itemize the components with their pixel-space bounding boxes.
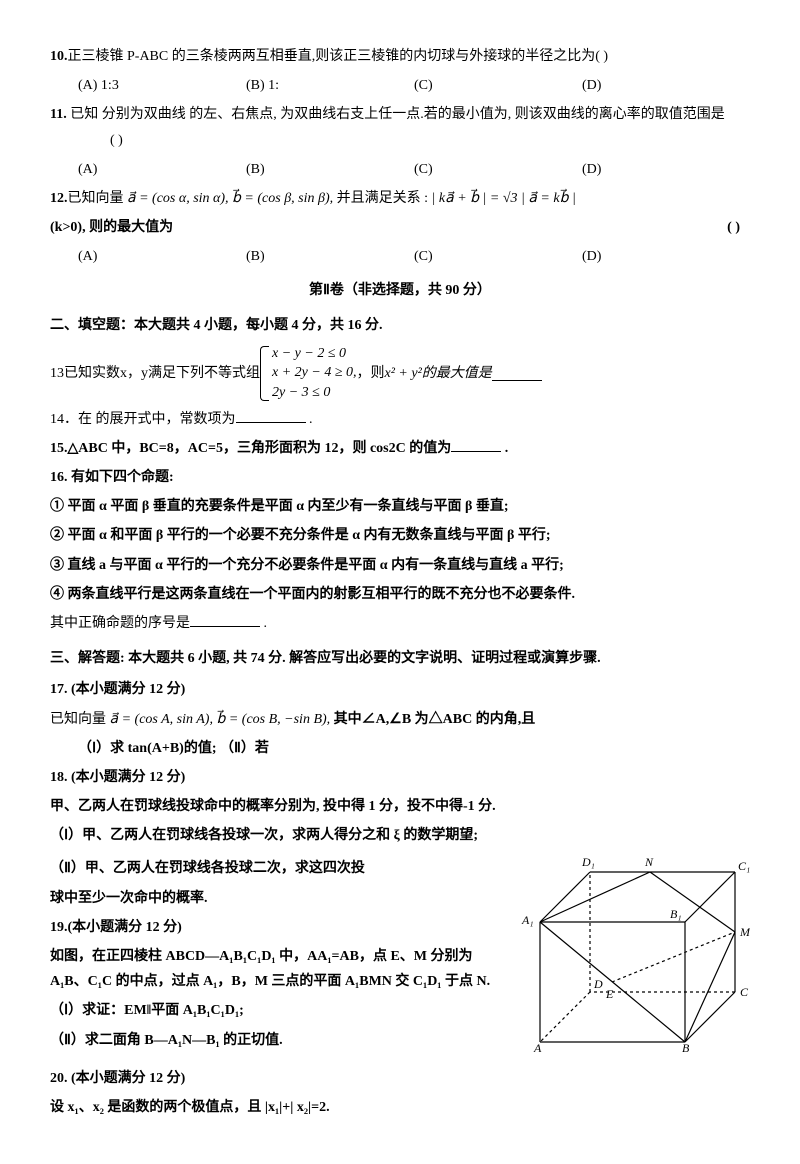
q17-l1: 已知向量 a⃗ = (cos A, sin A), b⃗ = (cos B, −… (50, 707, 750, 732)
q11-b: (B) (246, 157, 414, 182)
q16-l1: ① 平面 α 平面 β 垂直的充要条件是平面 α 内至少有一条直线与平面 β 垂… (50, 494, 750, 519)
q10-num: 10. (50, 49, 68, 64)
q10-c: (C) (414, 73, 582, 98)
q15: 15.△ABC 中，BC=8，AC=5，三角形面积为 12，则 cos2C 的值… (50, 436, 750, 461)
q13-eq2: x + 2y − 4 ≥ 0, (272, 365, 357, 380)
q12-c: (C) (414, 244, 582, 269)
q11-num: 11. (50, 107, 67, 122)
lbl-D: D (593, 977, 603, 991)
q10-b: (B) 1: (246, 73, 414, 98)
q13-post: x² + y²的最大值是 (385, 361, 492, 386)
q12-options: (A) (B) (C) (D) (50, 244, 750, 269)
q18-l3: （Ⅱ）甲、乙两人在罚球线各投球二次，求这四次投 (50, 856, 500, 881)
q14-text: 14．在 的展开式中，常数项为 (50, 412, 236, 427)
q17-l1a: 已知向量 (50, 712, 106, 727)
lbl-A: A (533, 1041, 542, 1052)
lbl-D1: D₁ (581, 855, 595, 869)
lbl-M: M (739, 925, 750, 939)
q16-l4-text: ④ 两条直线平行是这两条直线在一个平面内的射影互相平行的既不充分也不必要条件. (50, 587, 575, 602)
q13-pre: 13已知实数x，y满足下列不等式组 (50, 361, 260, 386)
q16-head: 16. 有如下四个命题: (50, 465, 750, 490)
q17-l1c: 其中∠A,∠B 为△ABC 的内角,且 (334, 712, 536, 727)
q12-l1d: | ka⃗ + b⃗ | = √3 | a⃗ = kb⃗ | (432, 191, 576, 206)
q15-blank (451, 437, 501, 452)
q13-eq1: x − y − 2 ≤ 0 (272, 346, 346, 361)
q18-head: 18. (本小题满分 12 分) (50, 765, 750, 790)
q12-b: (B) (246, 244, 414, 269)
q12-num: 12. (50, 191, 68, 206)
q11-a: (A) (78, 157, 246, 182)
q13-mid: ，则 (357, 361, 385, 386)
q12-line1: 12.已知向量 a⃗ = (cos α, sin α), b⃗ = (cos β… (50, 186, 750, 211)
q20-head: 20. (本小题满分 12 分) (50, 1066, 750, 1091)
q11-options: (A) (B) (C) (D) (50, 157, 750, 182)
q11-paren: ( ) (50, 133, 123, 148)
q13-blank (492, 366, 542, 381)
q14-blank (236, 408, 306, 423)
q19-head: 19.(本小题满分 12 分) (50, 915, 500, 940)
q16-l3: ③ 直线 a 与平面 α 平行的一个充分不必要条件是平面 α 内有一条直线与直线… (50, 553, 750, 578)
q10-d: (D) (582, 73, 750, 98)
q17-l2: （Ⅰ）求 tan(A+B)的值; （Ⅱ）若 (50, 736, 750, 761)
q13-eq3: 2y − 3 ≤ 0 (272, 385, 330, 400)
q12-line2: (k>0), 则的最大值为 ( ) (50, 215, 750, 240)
q20-l1: 设 x₁、x₂ 是函数的两个极值点，且 |x₁|+| x₂|=2. (50, 1095, 750, 1120)
q11: 11. 已知 分别为双曲线 的左、右焦点, 为双曲线右支上任一点.若的最小值为,… (50, 102, 750, 152)
q12-l1c: 并且满足关系 : (337, 191, 428, 206)
lbl-E: E (605, 987, 614, 1001)
q16-l3-text: ③ 直线 a 与平面 α 平行的一个充分不必要条件是平面 α 内有一条直线与直线… (50, 558, 564, 573)
q16-l5: 其中正确命题的序号是 . (50, 611, 750, 636)
q15-text: △ABC 中，BC=8，AC=5，三角形面积为 12，则 cos2C 的值为 (68, 441, 452, 456)
q16-l4: ④ 两条直线平行是这两条直线在一个平面内的射影互相平行的既不充分也不必要条件. (50, 582, 750, 607)
q14-end: . (306, 412, 313, 427)
q11-c: (C) (414, 157, 582, 182)
q13: 13已知实数x，y满足下列不等式组 x − y − 2 ≤ 0 x + 2y −… (50, 344, 750, 403)
q11-text: 已知 分别为双曲线 的左、右焦点, 为双曲线右支上任一点.若的最小值为, 则该双… (67, 107, 725, 122)
q11-d: (D) (582, 157, 750, 182)
q14: 14．在 的展开式中，常数项为 . (50, 407, 750, 432)
q16-blank (190, 612, 260, 627)
ans-title: 三、解答题: 本大题共 6 小题, 共 74 分. 解答应写出必要的文字说明、证… (50, 646, 750, 671)
q12-d: (D) (582, 244, 750, 269)
q10-options: (A) 1:3 (B) 1: (C) (D) (50, 73, 750, 98)
lbl-A1: A₁ (521, 913, 534, 927)
q12-paren: ( ) (727, 215, 750, 240)
q10-a: (A) 1:3 (78, 73, 246, 98)
fill-title: 二、填空题：本大题共 4 小题，每小题 4 分，共 16 分. (50, 313, 750, 338)
lbl-B1: B₁ (670, 907, 682, 921)
q12-l1a: 已知向量 (68, 191, 124, 206)
q17-l1b: a⃗ = (cos A, sin A), b⃗ = (cos B, −sin B… (110, 712, 331, 727)
q18-l4: 球中至少一次命中的概率. (50, 886, 500, 911)
q18-q19-row: （Ⅱ）甲、乙两人在罚球线各投球二次，求这四次投 球中至少一次命中的概率. 19.… (50, 852, 750, 1061)
q19-l2: （Ⅰ）求证：EM‖平面 A₁B₁C₁D₁; (50, 998, 500, 1023)
prism-figure: D₁ N C₁ A₁ B₁ M D C E A B (510, 852, 750, 1061)
q18-l2: （Ⅰ）甲、乙两人在罚球线各投球一次，求两人得分之和 ξ 的数学期望; (50, 823, 750, 848)
q10-text: 正三棱锥 P-ABC 的三条棱两两互相垂直,则该正三棱锥的内切球与外接球的半径之… (68, 49, 609, 64)
lbl-N: N (644, 855, 654, 869)
q12-l2: (k>0), 则的最大值为 (50, 220, 173, 235)
q16-l5-text: 其中正确命题的序号是 (50, 616, 190, 631)
left-col: （Ⅱ）甲、乙两人在罚球线各投球二次，求这四次投 球中至少一次命中的概率. 19.… (50, 852, 500, 1056)
lbl-C: C (740, 985, 749, 999)
q18-l1: 甲、乙两人在罚球线投球命中的概率分别为, 投中得 1 分，投不中得-1 分. (50, 794, 750, 819)
q12-l1b: a⃗ = (cos α, sin α), b⃗ = (cos β, sin β)… (127, 191, 333, 206)
q16-l1-text: ① 平面 α 平面 β 垂直的充要条件是平面 α 内至少有一条直线与平面 β 垂… (50, 499, 509, 514)
q17-head: 17. (本小题满分 12 分) (50, 677, 750, 702)
q19-l1: 如图，在正四棱柱 ABCD—A₁B₁C₁D₁ 中，AA₁=AB，点 E、M 分别… (50, 944, 500, 994)
prism-svg: D₁ N C₁ A₁ B₁ M D C E A B (510, 852, 750, 1052)
q15-num: 15. (50, 441, 68, 456)
q13-system: x − y − 2 ≤ 0 x + 2y − 4 ≥ 0, 2y − 3 ≤ 0 (260, 344, 357, 403)
q16-l2-text: ② 平面 α 和平面 β 平行的一个必要不充分条件是 α 内有无数条直线与平面 … (50, 528, 551, 543)
q16-end: . (260, 616, 267, 631)
q19-l3: （Ⅱ）求二面角 B—A₁N—B₁ 的正切值. (50, 1028, 500, 1053)
lbl-B: B (682, 1041, 690, 1052)
lbl-C1: C₁ (738, 859, 750, 873)
q12-a: (A) (78, 244, 246, 269)
part2-title: 第Ⅱ卷（非选择题，共 90 分） (50, 278, 750, 303)
q16-l2: ② 平面 α 和平面 β 平行的一个必要不充分条件是 α 内有无数条直线与平面 … (50, 523, 750, 548)
q15-end: . (501, 441, 508, 456)
q10: 10.正三棱锥 P-ABC 的三条棱两两互相垂直,则该正三棱锥的内切球与外接球的… (50, 44, 750, 69)
